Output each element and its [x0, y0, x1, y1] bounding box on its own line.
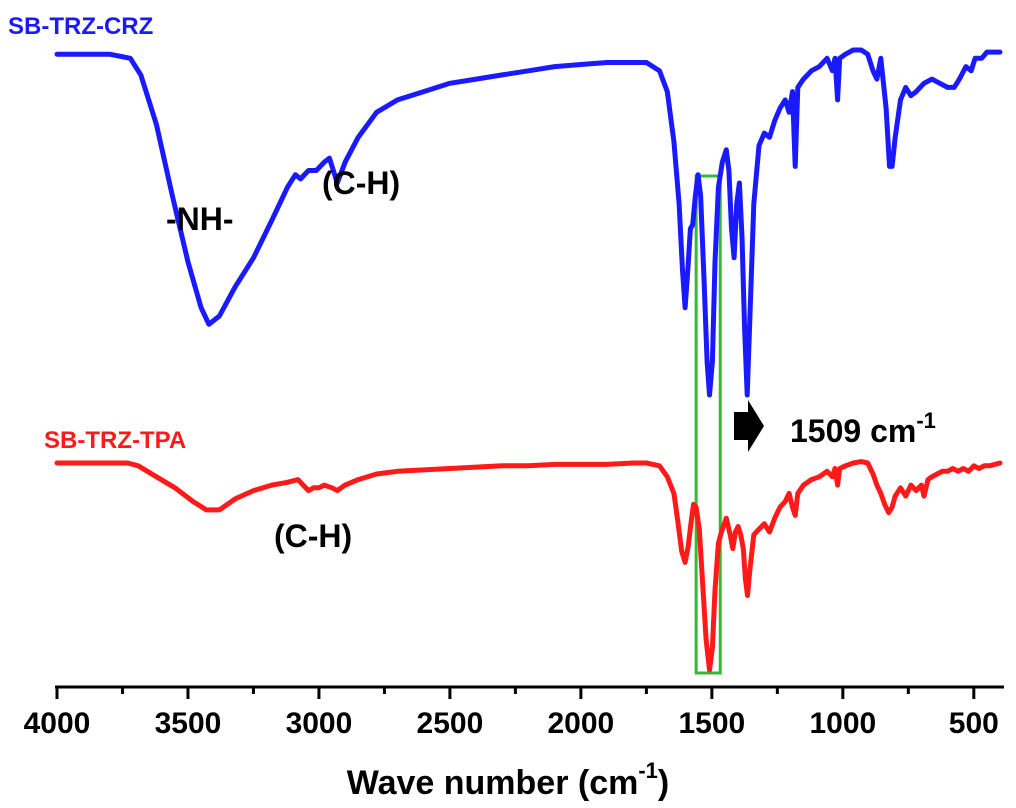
x-axis-title-text: Wave number (cm: [347, 764, 639, 802]
x-axis-title: Wave number (cm-1): [347, 758, 669, 802]
annotation-nh: -NH-: [166, 201, 234, 237]
series-label-crz: SB-TRZ-CRZ: [8, 13, 153, 40]
x-axis-title-sup: -1: [638, 758, 658, 783]
annotation-ch-bottom: (C-H): [274, 518, 352, 554]
x-tick-label: 4000: [24, 707, 91, 740]
series-label-tpa: SB-TRZ-TPA: [44, 427, 186, 454]
x-tick-label: 500: [949, 707, 999, 740]
x-tick-label: 1500: [678, 707, 745, 740]
series-line-crz: [54, 47, 1003, 398]
annotation-ch-top: (C-H): [322, 165, 400, 201]
peak-annotation: 1509 cm-1: [790, 408, 936, 449]
x-tick-label: 3500: [155, 707, 222, 740]
series-line-tpa: [54, 459, 1003, 673]
peak-annotation-sup: -1: [916, 408, 936, 433]
x-tick-label: 3000: [286, 707, 353, 740]
arrow-right-icon: [734, 400, 764, 452]
peak-annotation-text: 1509 cm: [790, 413, 916, 449]
x-tick-label: 2000: [548, 707, 615, 740]
x-tick-label: 1000: [809, 707, 876, 740]
plot-area: [54, 47, 1003, 675]
x-tick-label: 2500: [417, 707, 484, 740]
highlight-box: [694, 174, 722, 675]
x-axis-title-end: ): [658, 764, 669, 802]
x-axis-ticks: 4000 3500 3000 2500 2000 1500 1000 500: [24, 687, 999, 740]
